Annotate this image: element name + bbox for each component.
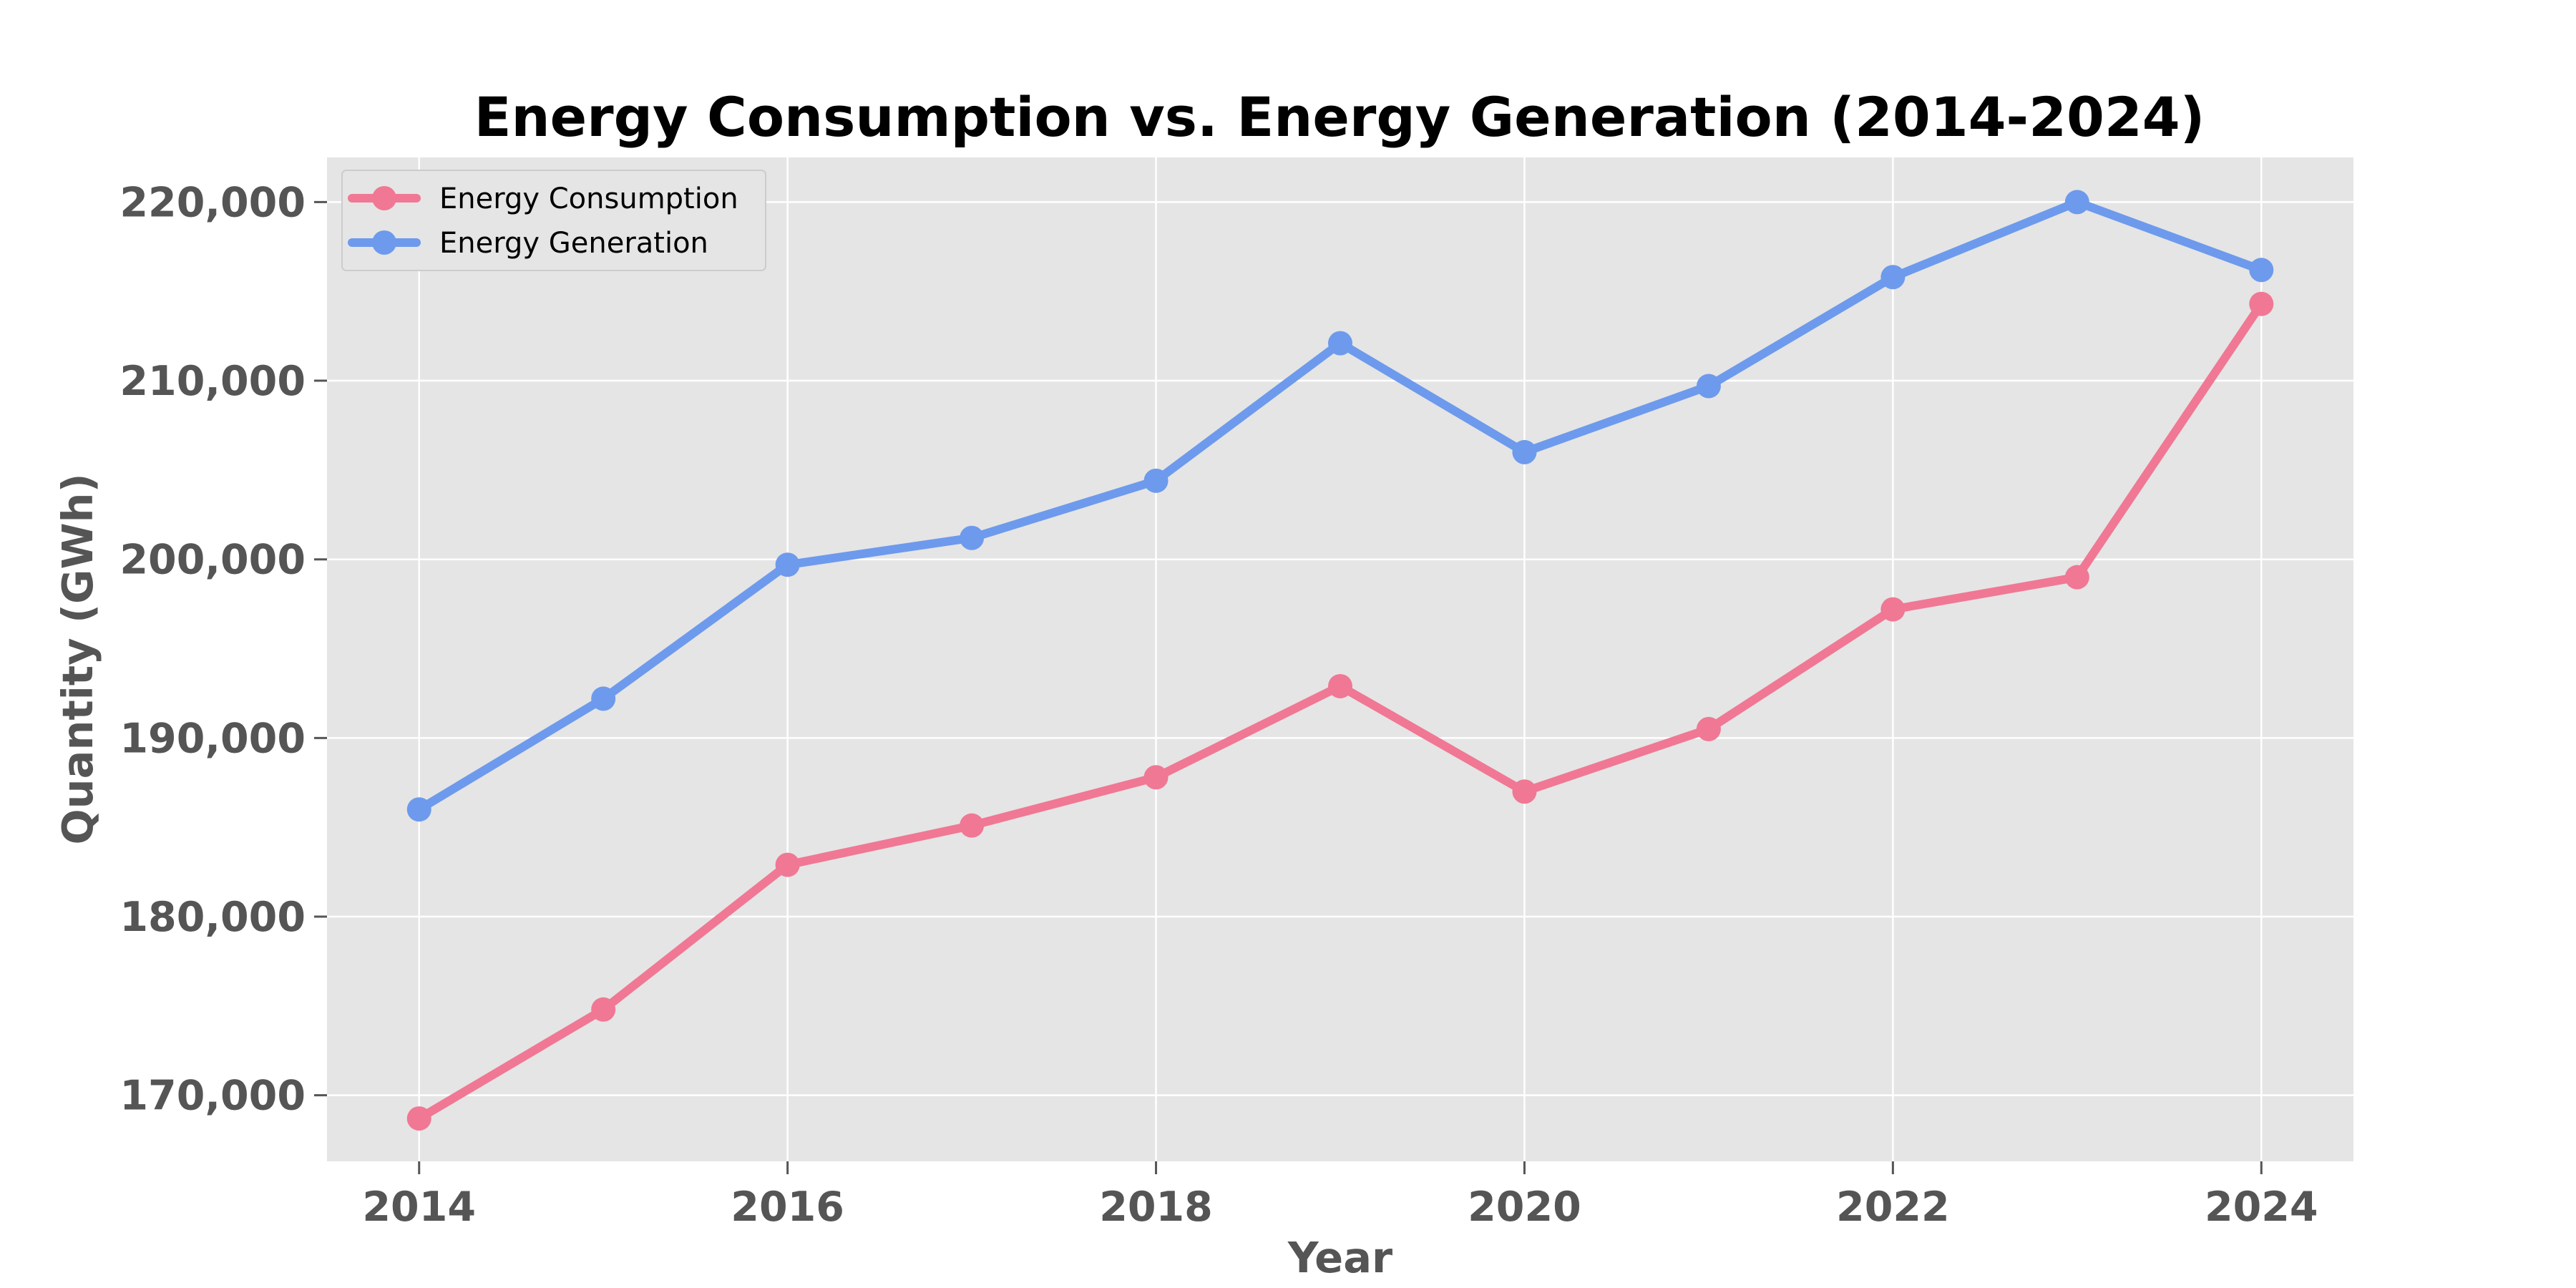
data-point [775,552,800,577]
legend: Energy Consumption Energy Generation [341,170,766,271]
x-tick-label: 2020 [1468,1184,1581,1231]
data-point [1696,374,1721,399]
data-point [1143,468,1169,493]
data-point [1512,779,1537,804]
x-tick-label: 2018 [1099,1184,1213,1231]
data-point [591,997,616,1022]
x-tick-label: 2024 [2205,1184,2318,1231]
data-point [1880,265,1906,290]
y-tick-label: 170,000 [119,1073,306,1120]
y-axis: 170,000 180,000 190,000 200,000 210,000 220,0… [119,179,327,1120]
y-tick-label: 210,000 [119,358,306,405]
legend-box [341,170,766,271]
x-tick-label: 2022 [1836,1184,1950,1231]
legend-label-consumption: Energy Consumption [439,182,738,215]
data-point [1696,716,1721,741]
data-point [2064,190,2089,215]
data-point [1328,331,1352,356]
data-point [1328,673,1352,698]
y-axis-label: Quantity (GWh) [53,473,102,844]
x-axis: 2014 2016 2018 2020 2022 2024 [362,1161,2318,1231]
data-point [406,1106,431,1131]
x-tick-label: 2014 [362,1184,476,1231]
legend-label-generation: Energy Generation [439,227,708,260]
x-tick-label: 2016 [731,1184,844,1231]
data-point [2249,258,2274,283]
x-axis-label: Year [1287,1233,1392,1282]
data-point [591,686,616,711]
legend-marker-consumption [372,186,396,210]
plot-area-background [327,157,2353,1161]
data-point [1512,439,1537,464]
data-point [960,813,985,838]
data-point [775,852,800,877]
y-tick-label: 180,000 [119,894,306,941]
chart-title: Energy Consumption vs. Energy Generation… [474,85,2205,149]
series-0 [406,291,2274,1131]
y-tick-label: 190,000 [119,715,306,762]
data-point [960,525,985,550]
data-point [1143,765,1169,790]
data-point [2249,291,2274,316]
data-point [406,797,431,822]
y-tick-label: 200,000 [119,537,306,584]
series-1 [406,190,2274,822]
data-point [2064,565,2089,590]
legend-marker-generation [372,230,396,255]
series-layer [406,190,2274,1131]
y-tick-label: 220,000 [119,179,306,226]
data-point [1880,597,1906,622]
